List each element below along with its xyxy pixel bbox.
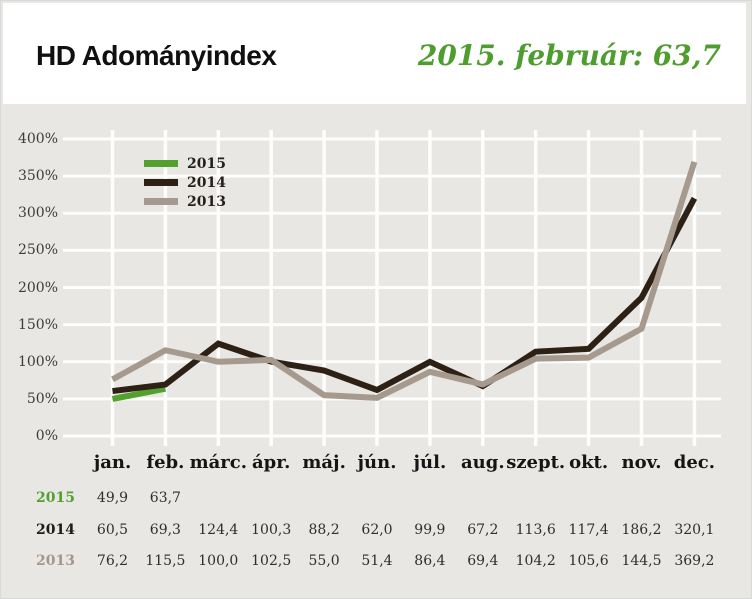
x-axis-label-jan: jan. (93, 452, 132, 473)
table-cell: 69,4 (467, 553, 499, 569)
table-cell: 113,6 (515, 521, 556, 538)
current-index-value: 2015. február: 63,7 (417, 39, 721, 72)
table-cell: 88,2 (308, 521, 340, 538)
x-axis-label-dec: dec. (673, 452, 716, 473)
y-axis-label: 400% (17, 131, 58, 147)
y-axis-label: 0% (35, 428, 58, 444)
table-cell: 86,4 (414, 553, 446, 569)
legend-label: 2015 (187, 155, 226, 172)
legend-swatch-2014 (144, 179, 178, 186)
y-axis-label: 100% (17, 353, 58, 370)
legend-item-2015: 2015 (144, 154, 226, 173)
table-cell: 49,9 (96, 490, 129, 506)
legend-label: 2014 (187, 174, 226, 191)
table-cell: 144,5 (621, 553, 662, 569)
table-cell: 60,5 (96, 521, 129, 538)
series-line-2014 (112, 196, 698, 395)
series-line-2015 (111, 385, 166, 402)
legend-swatch-2013 (144, 198, 178, 205)
table-cell: 117,4 (568, 521, 609, 538)
y-axis-label: 150% (17, 316, 58, 333)
table-cell: 104,2 (515, 553, 556, 569)
x-axis-label-jún: jún. (357, 452, 397, 473)
legend-label: 2013 (187, 193, 226, 210)
x-axis-label-júl: júl. (413, 452, 447, 473)
y-axis-label: 300% (17, 205, 58, 222)
x-axis-label-aug: aug. (460, 452, 505, 473)
table-cell: 69,3 (149, 521, 181, 538)
y-axis-label: 250% (17, 242, 58, 259)
y-axis-label: 200% (17, 279, 58, 296)
header: HD Adományindex 2015. február: 63,7 (3, 3, 746, 104)
y-axis-label: 350% (17, 168, 58, 185)
table-cell: 100,3 (251, 521, 292, 538)
table-cell: 100,0 (198, 553, 239, 569)
table-cell: 102,5 (251, 553, 292, 569)
table-cell: 63,7 (149, 490, 181, 506)
chart-legend: 2015 2014 2013 (144, 154, 226, 211)
x-axis-label-szept: szept. (506, 452, 566, 473)
page-title: HD Adományindex (36, 39, 277, 71)
table-cell: 320,1 (674, 521, 715, 538)
table-cell: 105,6 (568, 553, 609, 569)
legend-swatch-2015 (144, 160, 178, 167)
legend-item-2014: 2014 (144, 173, 226, 192)
table-cell: 124,4 (198, 521, 239, 538)
x-axis-label-okt: okt. (569, 452, 609, 473)
table-cell: 115,5 (145, 553, 186, 569)
y-axis-label: 50% (26, 390, 58, 407)
table-cell: 62,0 (361, 521, 393, 538)
x-axis-label-máj: máj. (302, 452, 346, 473)
table-cell: 67,2 (467, 521, 499, 538)
x-axis-label-feb: feb. (146, 452, 185, 473)
row-label-2014: 2014 (36, 521, 75, 538)
series-line-2013 (111, 160, 698, 401)
x-axis-label-nov: nov. (621, 452, 662, 473)
table-cell: 76,2 (96, 553, 129, 569)
table-cell: 369,2 (674, 553, 715, 569)
row-label-2013: 2013 (36, 553, 75, 569)
legend-item-2013: 2013 (144, 192, 226, 211)
x-axis-label-márc: márc. (189, 452, 247, 473)
table-cell: 51,4 (361, 553, 393, 569)
row-label-2015: 2015 (36, 490, 75, 506)
x-axis-label-ápr: ápr. (252, 452, 291, 473)
table-cell: 55,0 (308, 553, 340, 569)
table-cell: 186,2 (621, 521, 662, 538)
table-cell: 99,9 (414, 521, 446, 538)
